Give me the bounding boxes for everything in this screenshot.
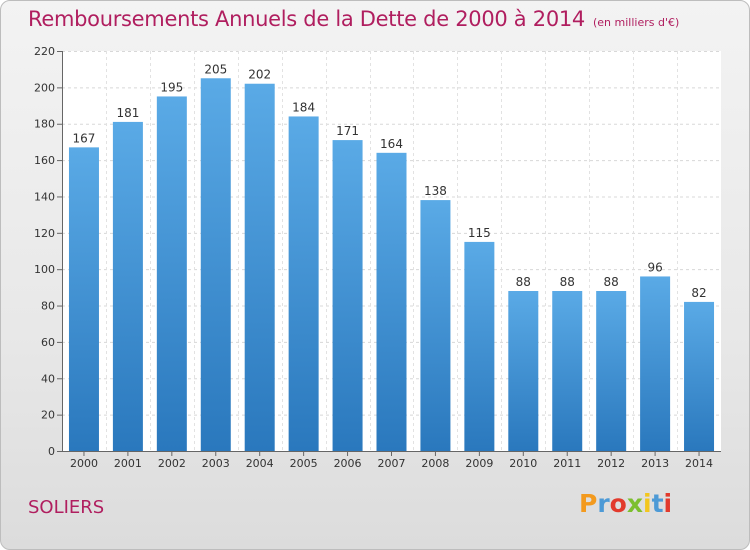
logo-letter: i (643, 489, 652, 518)
x-tick-label-2012: 2012 (597, 457, 625, 470)
bar-2009 (464, 241, 495, 451)
value-label-2011: 88 (560, 275, 575, 289)
value-label-2013: 96 (647, 260, 662, 274)
unit-label: (en milliers d'€) (593, 16, 680, 29)
value-label-2003: 205 (204, 62, 227, 76)
logo-letter: o (609, 489, 627, 518)
y-tick-label: 200 (34, 81, 55, 94)
x-tick-label-2010: 2010 (509, 457, 537, 470)
value-label-2005: 184 (292, 100, 315, 114)
commune-name: SOLIERS (28, 497, 105, 518)
logo-letter: r (597, 489, 610, 518)
logo-letter: i (663, 489, 673, 518)
y-tick-label: 140 (34, 190, 55, 203)
y-tick-label: 160 (34, 154, 55, 167)
bar-2014 (684, 301, 715, 451)
y-tick-label: 120 (34, 227, 55, 240)
value-label-2009: 115 (468, 226, 491, 240)
bar-2000 (68, 147, 99, 451)
x-tick-label-2014: 2014 (685, 457, 713, 470)
bar-2010 (508, 291, 539, 451)
value-label-2001: 181 (116, 106, 139, 120)
y-tick-label: 100 (34, 263, 55, 276)
bar-2007 (376, 152, 407, 451)
x-tick-label-2000: 2000 (70, 457, 98, 470)
x-tick-label-2003: 2003 (202, 457, 230, 470)
bar-2012 (596, 291, 627, 451)
value-label-2014: 82 (691, 286, 706, 300)
y-tick-label: 40 (41, 372, 55, 385)
x-tick-label-2006: 2006 (334, 457, 362, 470)
bar-2008 (420, 200, 451, 451)
y-tick-label: 220 (34, 45, 55, 58)
x-tick-label-2007: 2007 (378, 457, 406, 470)
x-tick-label-2009: 2009 (465, 457, 493, 470)
y-tick-label: 20 (41, 409, 55, 422)
bar-2006 (332, 140, 363, 451)
value-label-2007: 164 (380, 137, 403, 151)
y-tick-label: 180 (34, 118, 55, 131)
logo-letter: x (626, 489, 643, 518)
bar-2001 (112, 121, 143, 451)
x-tick-label-2008: 2008 (421, 457, 449, 470)
x-tick-label-2004: 2004 (246, 457, 274, 470)
x-tick-label-2001: 2001 (114, 457, 142, 470)
y-tick-label: 0 (48, 445, 55, 458)
x-tick-label-2011: 2011 (553, 457, 581, 470)
logo-letter: P (579, 489, 598, 518)
value-label-2006: 171 (336, 124, 359, 138)
logo-letter: t (651, 489, 664, 518)
value-label-2010: 88 (516, 275, 531, 289)
proxiti-logo: Proxiti (579, 489, 672, 518)
x-tick-label-2013: 2013 (641, 457, 669, 470)
value-label-2008: 138 (424, 184, 447, 198)
bar-2004 (244, 83, 275, 452)
bar-2005 (288, 116, 319, 452)
x-tick-label-2005: 2005 (290, 457, 318, 470)
bar-2013 (640, 276, 671, 451)
bar-2011 (552, 291, 583, 451)
y-tick-label: 60 (41, 336, 55, 349)
chart-title: Remboursements Annuels de la Dette de 20… (28, 7, 680, 31)
value-label-2012: 88 (604, 275, 619, 289)
bar-2003 (200, 78, 231, 451)
bar-2002 (156, 96, 187, 452)
value-label-2002: 195 (160, 80, 183, 94)
value-label-2000: 167 (73, 131, 96, 145)
x-tick-label-2002: 2002 (158, 457, 186, 470)
y-tick-label: 80 (41, 300, 55, 313)
value-label-2004: 202 (248, 68, 271, 82)
